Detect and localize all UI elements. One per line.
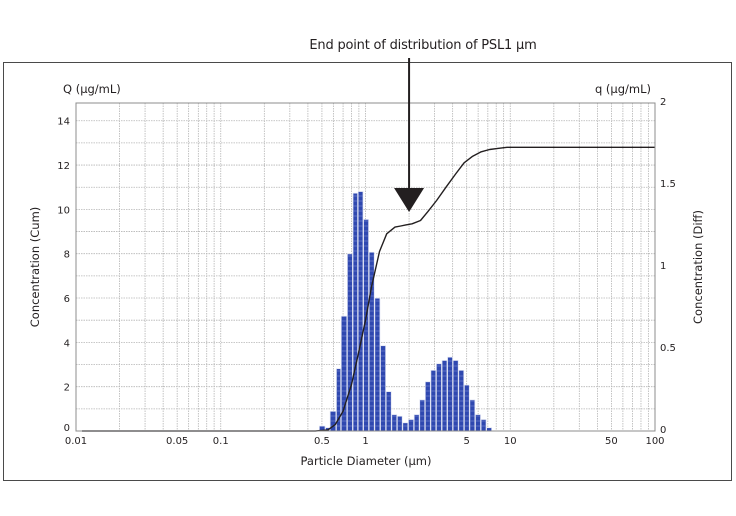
right-tick-label: 1.5 — [660, 179, 676, 190]
left-axis-ticks: 0 2 4 6 8 10 12 14 — [57, 117, 70, 434]
histogram-bar — [347, 253, 353, 432]
x-tick-label: 0.01 — [65, 436, 87, 447]
left-tick-label: 2 — [64, 383, 70, 394]
x-tick-label: 1 — [362, 436, 368, 447]
x-tick-label: 0.1 — [213, 436, 229, 447]
histogram-bar — [419, 399, 426, 432]
annotation-label: End point of distribution of PSL1 µm — [309, 38, 537, 53]
cumulative-curve — [82, 146, 655, 432]
histogram-bar — [430, 369, 437, 432]
right-axis-title: Concentration (Diff) — [691, 210, 705, 324]
chart-frame — [3, 62, 732, 481]
left-tick-label: 8 — [64, 250, 70, 261]
left-axis-title: Concentration (Cum) — [28, 207, 42, 328]
x-tick-label: 50 — [605, 436, 618, 447]
histogram-bars — [319, 191, 492, 432]
histogram-bar — [391, 414, 398, 432]
left-tick-label: 6 — [64, 294, 70, 305]
histogram-bar — [397, 415, 403, 432]
right-tick-label: 2 — [660, 97, 666, 108]
right-axis-ticks: 0 0.5 1 1.5 2 — [660, 97, 676, 436]
x-tick-label: 5 — [463, 436, 469, 447]
left-tick-label: 10 — [57, 205, 70, 216]
histogram-bar — [447, 356, 453, 432]
x-tick-label: 0.5 — [314, 436, 330, 447]
histogram-bar — [408, 419, 414, 432]
histogram-bar — [402, 422, 409, 432]
histogram-bar — [380, 345, 386, 432]
plot-border — [75, 102, 656, 432]
right-unit-label: q (µg/mL) — [595, 82, 651, 96]
histogram-bar — [413, 414, 420, 432]
x-tick-label: 10 — [504, 436, 517, 447]
histogram-bar — [352, 192, 358, 432]
histogram-bar — [452, 360, 459, 432]
left-unit-label: Q (µg/mL) — [63, 82, 121, 96]
right-tick-label: 0.5 — [660, 343, 676, 354]
left-tick-label: 0 — [64, 423, 70, 434]
x-axis-title: Particle Diameter (µm) — [301, 454, 432, 468]
histogram-bar — [480, 419, 487, 432]
histogram-bar — [363, 219, 369, 432]
histogram-bar — [475, 414, 481, 432]
x-tick-label: 0.05 — [166, 436, 188, 447]
annotation-arrow-icon — [394, 58, 425, 212]
histogram-bar — [464, 384, 470, 432]
histogram-bar — [441, 360, 448, 432]
histogram-bar — [385, 391, 392, 432]
x-tick-label: 100 — [645, 436, 664, 447]
left-tick-label: 4 — [64, 338, 70, 349]
histogram-bar — [458, 369, 465, 432]
histogram-bar — [436, 363, 442, 432]
histogram-bar — [424, 381, 431, 432]
left-tick-label: 14 — [57, 117, 70, 128]
right-tick-label: 0 — [660, 425, 666, 436]
histogram-bar — [469, 399, 476, 432]
histogram-bar — [357, 191, 364, 432]
histogram-bar — [374, 297, 381, 432]
x-axis-ticks: 0.01 0.05 0.1 0.5 1 5 10 50 100 — [65, 436, 665, 447]
left-tick-label: 12 — [57, 161, 70, 172]
right-tick-label: 1 — [660, 261, 666, 272]
